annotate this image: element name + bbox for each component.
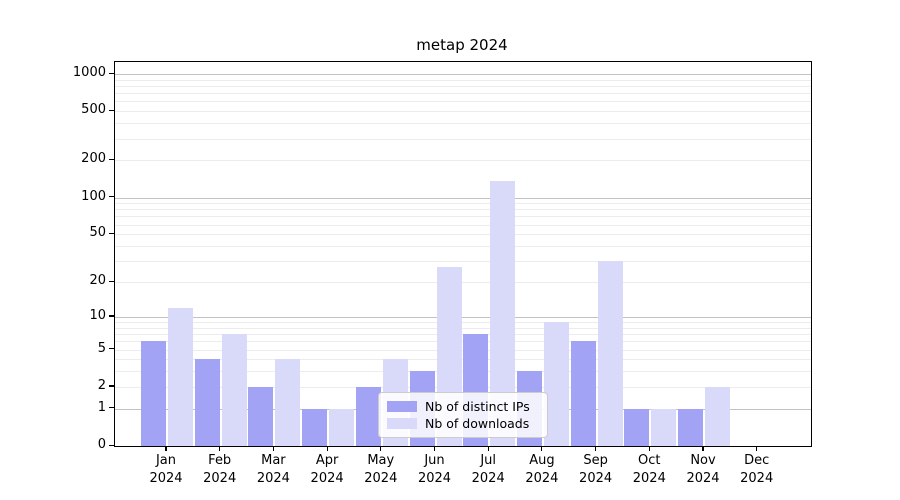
x-tick-label: Sep 2024	[579, 453, 613, 486]
bar-distinct-ips-sep	[570, 341, 596, 446]
x-tick-mark	[380, 446, 382, 451]
y-tick-mark	[109, 196, 114, 198]
gridline-minor	[115, 334, 811, 336]
y-tick-label: 100	[81, 188, 106, 204]
bar-downloads-jan	[168, 307, 193, 446]
legend-label-distinct-ips: Nb of distinct IPs	[425, 399, 530, 414]
x-tick-label: Feb 2024	[203, 453, 237, 486]
gridline-minor	[115, 327, 811, 329]
x-tick-label: Dec 2024	[740, 453, 774, 486]
gridline-minor	[115, 123, 811, 125]
y-tick-label: 10	[89, 307, 106, 323]
bar-downloads-mar	[275, 359, 301, 446]
bar-distinct-ips-nov	[678, 408, 703, 446]
gridline-minor	[115, 203, 811, 205]
y-tick-label: 0	[97, 437, 106, 452]
x-tick-mark	[487, 446, 489, 451]
x-tick-mark	[326, 446, 328, 451]
gridline-minor	[115, 234, 811, 236]
x-tick-label: Apr 2024	[310, 453, 344, 486]
gridline-major	[115, 74, 811, 75]
gridline-minor	[115, 79, 811, 81]
bar-distinct-ips-oct	[624, 408, 650, 446]
bar-downloads-sep	[597, 261, 623, 446]
bar-downloads-apr	[329, 408, 355, 446]
gridline-minor	[115, 209, 811, 211]
bar-downloads-aug	[543, 322, 569, 446]
gridline-minor	[115, 138, 811, 140]
bar-distinct-ips-may	[355, 386, 381, 446]
bar-distinct-ips-mar	[248, 386, 274, 446]
gridline-minor	[115, 341, 811, 343]
x-tick-mark	[756, 446, 758, 451]
gridline-minor	[115, 322, 811, 324]
gridline-minor	[115, 224, 811, 226]
y-tick-label: 50	[89, 225, 106, 241]
x-tick-label: Jan 2024	[149, 453, 183, 486]
legend-item-distinct-ips: Nb of distinct IPs	[387, 398, 539, 415]
bar-downloads-feb	[221, 334, 247, 446]
y-tick-label: 5	[97, 340, 106, 356]
y-tick-label: 1000	[72, 65, 106, 80]
gridline-major	[115, 316, 811, 318]
x-tick-label: Nov 2024	[686, 453, 720, 486]
y-tick-mark	[109, 232, 114, 234]
y-tick-mark	[109, 385, 114, 387]
x-tick-label: Jun 2024	[417, 453, 452, 486]
y-tick-mark	[109, 158, 114, 161]
gridline-major	[115, 197, 811, 199]
gridline-minor	[115, 371, 811, 373]
bar-downloads-oct	[651, 408, 677, 446]
y-tick-mark	[109, 315, 114, 317]
gridline-minor	[115, 216, 811, 218]
gridline-minor	[115, 349, 811, 351]
gridline-minor	[115, 93, 811, 95]
y-tick-mark	[109, 280, 114, 282]
plot-area	[114, 61, 812, 447]
y-tick-label: 20	[89, 273, 106, 289]
gridline-minor	[115, 160, 811, 162]
gridline-minor	[115, 282, 811, 284]
y-tick-mark	[109, 72, 114, 74]
gridline-minor	[115, 101, 811, 103]
legend-swatch-downloads	[387, 418, 417, 429]
bar-distinct-ips-jan	[141, 341, 166, 446]
bar-downloads-nov	[705, 386, 730, 446]
gridline-minor	[115, 261, 811, 263]
y-tick-mark	[109, 348, 114, 350]
gridline-minor	[115, 386, 811, 388]
x-tick-mark	[595, 446, 597, 451]
y-tick-mark	[109, 109, 114, 111]
x-tick-label: Jul 2024	[471, 453, 505, 486]
legend-swatch-distinct-ips	[387, 401, 417, 412]
gridline-minor	[115, 111, 811, 113]
legend-label-downloads: Nb of downloads	[425, 416, 530, 431]
x-tick-mark	[165, 446, 167, 451]
x-tick-mark	[541, 446, 543, 451]
y-tick-label: 1	[97, 399, 106, 415]
gridline-minor	[115, 86, 811, 87]
bar-distinct-ips-apr	[302, 408, 328, 446]
x-tick-label: May 2024	[364, 453, 398, 486]
gridline-minor	[115, 246, 811, 248]
y-tick-label: 2	[97, 377, 106, 393]
x-tick-mark	[272, 446, 274, 451]
gridline-minor	[115, 359, 811, 361]
x-tick-mark	[433, 446, 436, 451]
x-tick-mark	[702, 446, 704, 451]
legend: Nb of distinct IPs Nb of downloads	[378, 392, 548, 438]
x-tick-label: Mar 2024	[256, 453, 290, 486]
legend-item-downloads: Nb of downloads	[387, 415, 539, 432]
x-tick-mark	[219, 446, 221, 451]
y-tick-mark	[109, 444, 114, 446]
y-tick-label: 500	[81, 102, 106, 118]
bar-distinct-ips-feb	[194, 359, 220, 446]
y-tick-label: 200	[81, 151, 106, 167]
y-tick-mark	[109, 407, 114, 409]
x-tick-label: Oct 2024	[632, 453, 666, 486]
x-tick-mark	[648, 446, 650, 451]
x-tick-label: Aug 2024	[525, 453, 559, 486]
chart-title: metap 2024	[416, 36, 508, 54]
